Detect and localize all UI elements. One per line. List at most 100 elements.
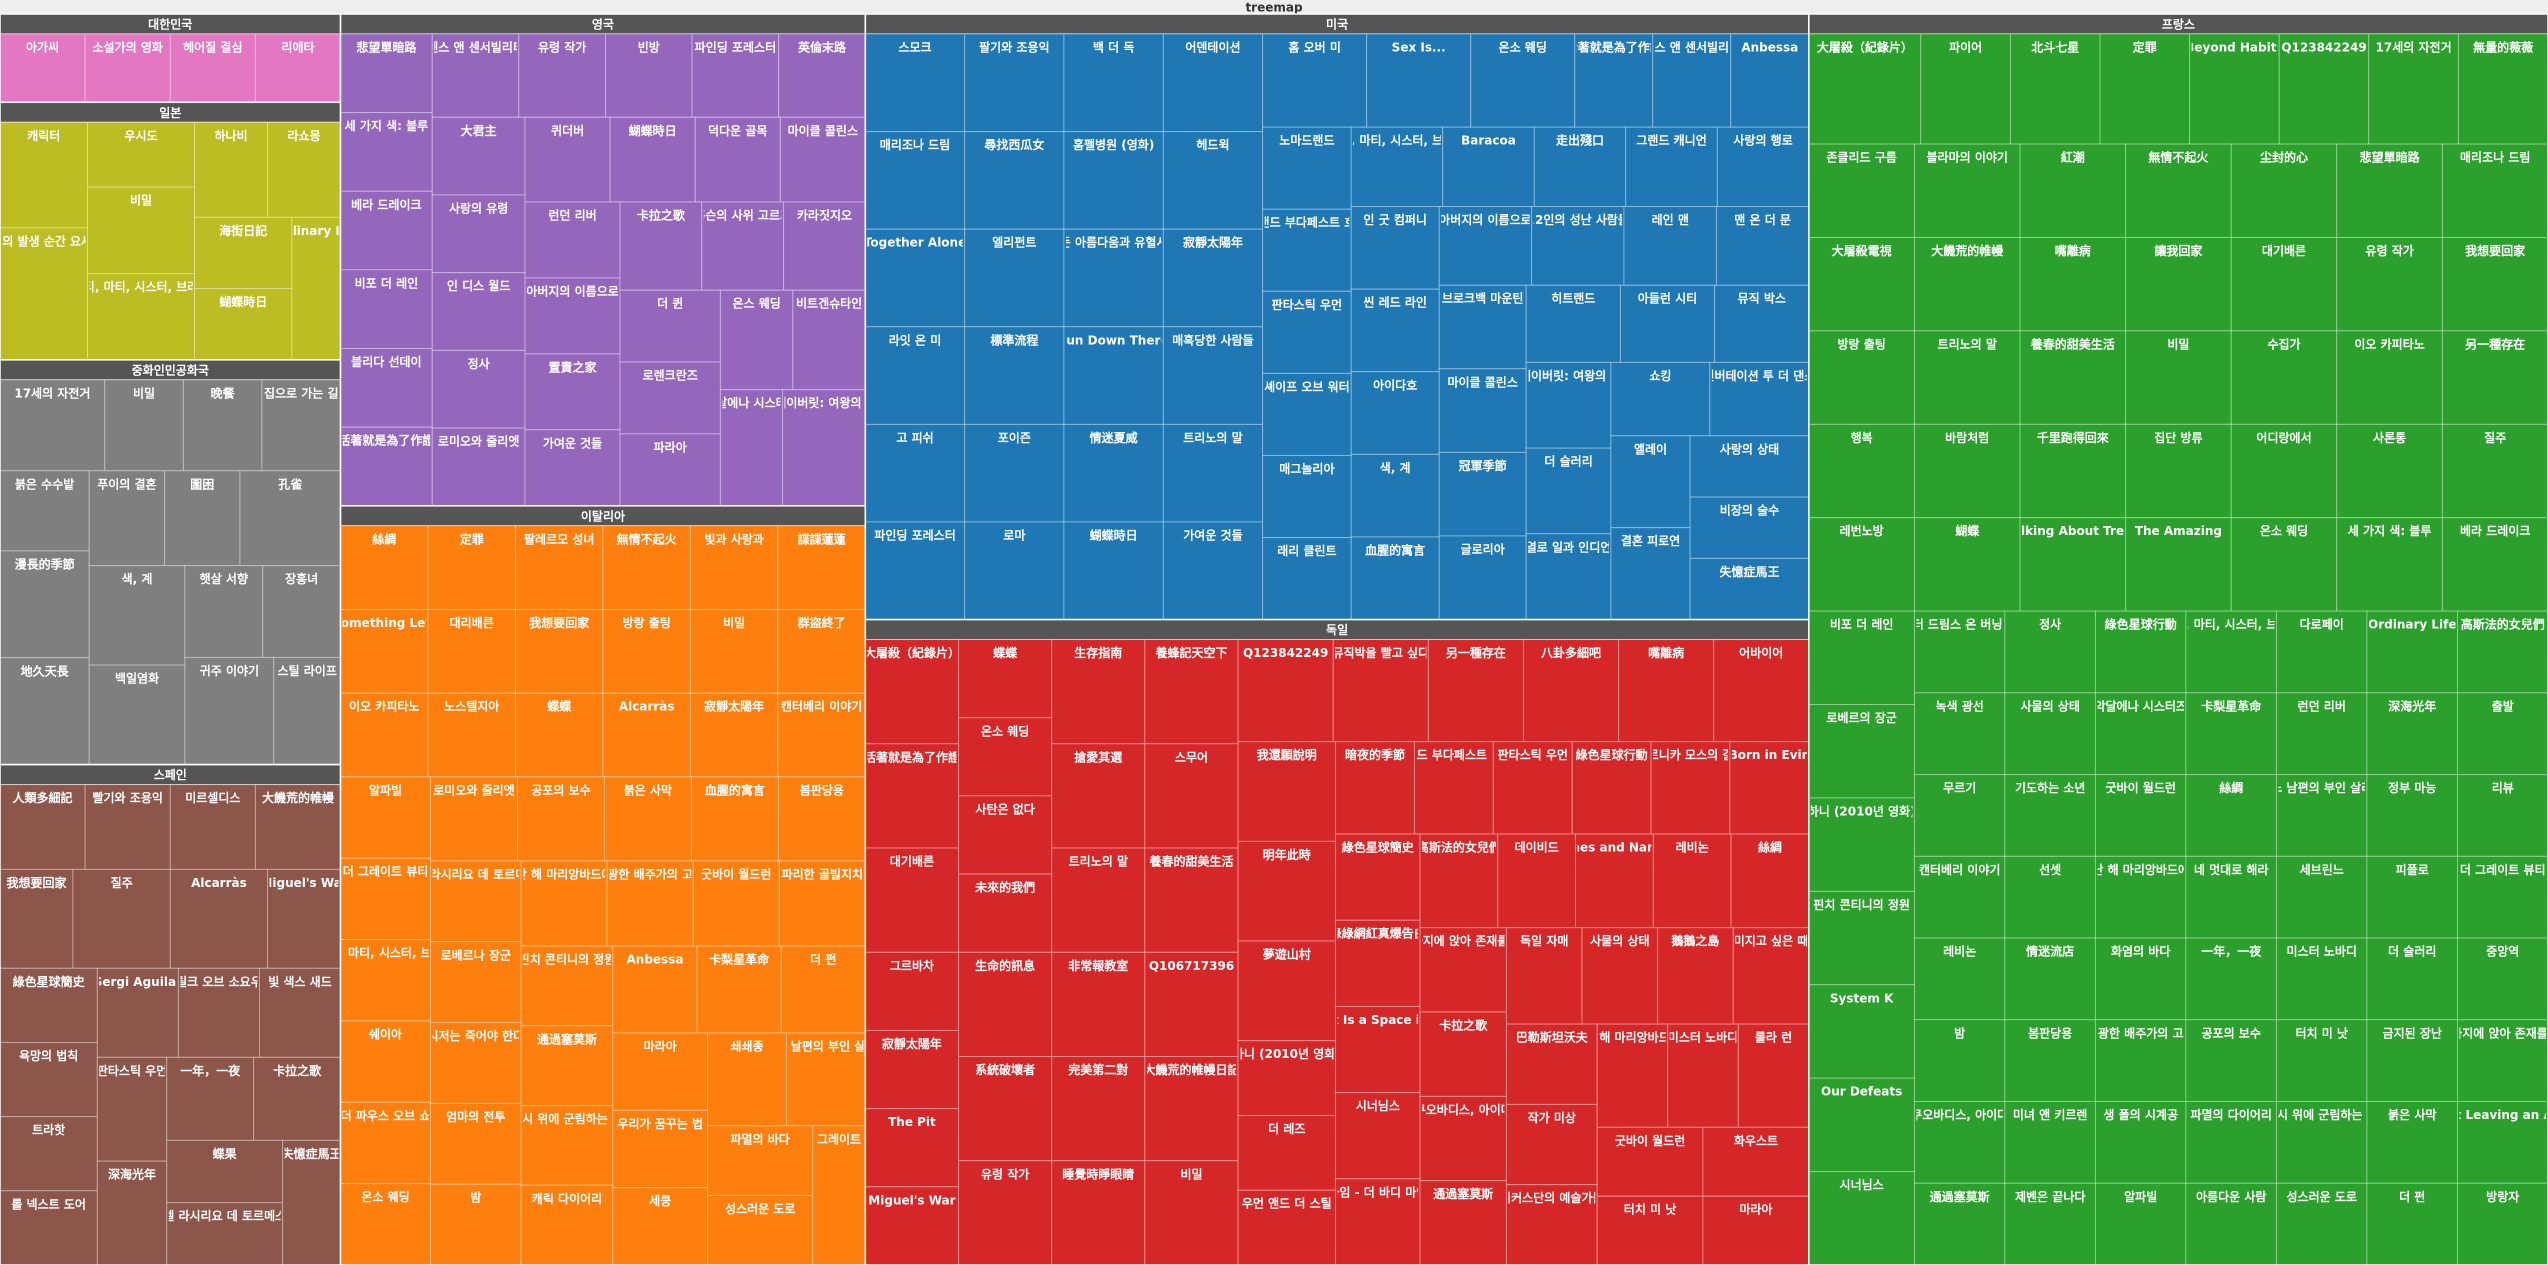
cell-label: 海街日記 xyxy=(219,223,267,238)
cell-label: 그르바차 xyxy=(890,958,934,973)
cell-label: 판타스틱 우먼 xyxy=(97,1063,167,1078)
treemap-cell xyxy=(864,228,966,328)
treemap-cell xyxy=(267,868,342,969)
cell-label: 굿바이 월드런 xyxy=(2105,780,2175,795)
cell-label: 睡覺時睜眼睛 xyxy=(1062,1166,1134,1181)
treemap-cell xyxy=(602,525,691,610)
cell-clip: 매리조나 드림 xyxy=(2460,150,2530,165)
cell-label: 쇼킹 xyxy=(1649,368,1671,383)
cell-clip: 대리배른 xyxy=(450,615,494,630)
cell-label: 피플로 xyxy=(2396,862,2429,877)
cell-clip: 諜諜蓮蓮 xyxy=(798,531,846,546)
cell-clip: 판타스틱 우먼 xyxy=(1272,297,1342,312)
cell-label: 푸이의 결혼 xyxy=(97,476,156,491)
cell-label: 방랑 출팅 xyxy=(623,615,671,630)
cell-label: 사물의 상태 xyxy=(1590,933,1649,948)
cell-label: 봄판당용 xyxy=(800,782,844,797)
cell-label: 마라아 xyxy=(1739,1202,1772,1217)
treemap-cell xyxy=(1713,639,1810,743)
cell-clip: 미녀 앤 키르렌 xyxy=(2013,1107,2088,1122)
cell-label: Anbessa xyxy=(627,953,684,967)
treemap-cell xyxy=(1262,372,1352,456)
treemap-cell xyxy=(2366,1101,2458,1184)
treemap-cell xyxy=(707,1194,814,1265)
treemap-cell xyxy=(2185,855,2277,939)
treemap-cell xyxy=(1063,228,1164,328)
cell-clip: 굿바이 월드런 xyxy=(2105,780,2175,795)
treemap-cell xyxy=(194,216,293,290)
cell-label: 네 멋대로 해라 xyxy=(2194,862,2269,877)
cell-label: 卡拉之歌 xyxy=(637,208,686,223)
cell-clip: 巴勒斯坦沃夫 xyxy=(1516,1030,1589,1045)
cell-clip: 악달에나 시스터즈 xyxy=(722,395,780,410)
cell-clip: 英倫末路 xyxy=(798,40,847,55)
treemap-cell xyxy=(520,1184,614,1265)
treemap-cell xyxy=(864,847,960,953)
treemap-cell xyxy=(1335,1092,1421,1180)
treemap-cell xyxy=(1419,1011,1507,1097)
cell-label: 팔레르모 성녀 xyxy=(524,531,594,546)
cell-clip: 매그놀리아 xyxy=(1279,461,1334,476)
cell-clip: 소설가의 영화 xyxy=(92,40,162,55)
cell-clip: 情迷夏威 xyxy=(1090,430,1138,445)
cell-clip: 我還願說明 xyxy=(1257,747,1317,762)
cell-clip: 세쿵 xyxy=(649,1193,671,1208)
cell-clip: 레비논 xyxy=(1676,840,1709,855)
treemap-cell xyxy=(1144,1056,1239,1162)
treemap-cell xyxy=(719,389,784,507)
cell-clip: The Pit xyxy=(888,1115,936,1129)
cell-label: 붉은 수수밭 xyxy=(15,476,74,491)
cell-clip: 롤라 런 xyxy=(1755,1030,1792,1045)
group-label: 일본 xyxy=(159,106,181,120)
treemap-cell xyxy=(1533,126,1627,208)
cell-clip: 蝶果 xyxy=(213,1146,237,1161)
cell-clip: 大屠殺（紀錄片） xyxy=(1817,40,1913,55)
cell-label: Born in Evin xyxy=(1729,748,1811,762)
cell-clip: 인 디스 월드 xyxy=(447,278,511,293)
cell-label: 생 폴의 시계공 xyxy=(2103,1107,2178,1122)
treemap-cell xyxy=(1419,927,1507,1013)
cell-label: 大屠殺（紀錄片） xyxy=(864,645,960,660)
cell-clip: 레번노방 xyxy=(1840,523,1884,538)
cell-clip: 파티, 마티, 시스터, 브라더 xyxy=(90,279,193,294)
cell-label: 系統破壞者 xyxy=(975,1062,1035,1077)
treemap-cell xyxy=(619,289,721,363)
treemap-cell xyxy=(958,1056,1053,1162)
cell-label: 無情不起火 xyxy=(2148,150,2209,165)
cell-label: 빛과 사랑과 xyxy=(704,531,763,546)
cell-clip: 파티, 마티, 시스터, 브라더 xyxy=(1353,133,1441,148)
cell-label: 通過塞莫斯 xyxy=(1930,1189,1990,1204)
cell-label: 蝶果 xyxy=(213,1146,237,1161)
treemap-cell xyxy=(514,525,604,610)
cell-clip: 고 피쉬 xyxy=(896,430,933,445)
cell-clip: 인 굿 컴퍼니 xyxy=(1363,212,1427,227)
cell-clip: 더 그레이트 뷰티 xyxy=(343,864,429,879)
cell-clip: 블라마의 이야기 xyxy=(1926,150,2007,165)
treemap-cell xyxy=(864,743,960,849)
cell-clip: 대기배른 xyxy=(890,854,934,869)
cell-label: 我想要回家 xyxy=(6,875,67,890)
cell-clip: 핀치 콘티니의 정원 xyxy=(523,952,611,967)
cell-clip: 방랑 출팅 xyxy=(1837,336,1885,351)
cell-label: 글로리아 xyxy=(1461,541,1505,556)
cell-clip: 冠軍季節 xyxy=(1459,458,1507,473)
cell-label: 매그놀리아 xyxy=(1279,461,1334,476)
treemap-cell xyxy=(340,269,433,350)
cell-label: 群盜終了 xyxy=(797,615,846,630)
cell-clip: 卡梨星革命 xyxy=(2201,698,2262,713)
cell-clip: Q123842249 xyxy=(1243,646,1328,660)
cell-label: 런던 리버 xyxy=(548,208,596,223)
treemap-cell xyxy=(780,945,866,1034)
cell-clip: 아이다호 xyxy=(1373,377,1417,392)
cell-label: 파티, 마티, 시스터, 브라더 xyxy=(2163,617,2300,632)
cell-clip: 標準流程 xyxy=(990,332,1038,347)
cell-label: 비트겐슈타인 xyxy=(796,296,862,311)
cell-clip: 비장의 술수 xyxy=(1720,503,1779,518)
cell-label: 화염의 바다 xyxy=(2111,944,2170,959)
treemap-cell xyxy=(707,1125,814,1196)
cell-clip: 홈 오버 미 xyxy=(1288,40,1341,55)
cell-label: 씬 레드 라인 xyxy=(1363,295,1427,310)
cell-clip: 사물의 상태 xyxy=(2021,698,2080,713)
cell-label: Anbessa xyxy=(1741,41,1798,55)
cell-clip: 질주 xyxy=(2484,431,2506,445)
